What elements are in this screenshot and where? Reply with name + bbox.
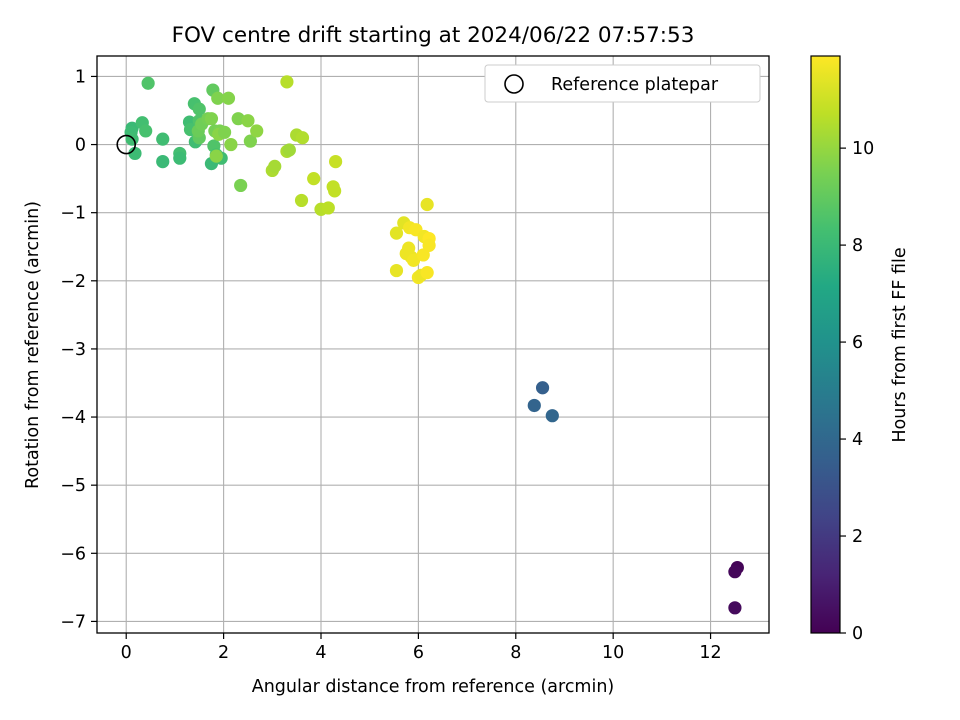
legend-marker-icon <box>504 74 524 94</box>
data-point <box>416 248 430 262</box>
x-tick-label: 2 <box>218 643 229 663</box>
data-point <box>329 154 343 169</box>
x-tick-label: 0 <box>121 643 132 663</box>
colorbar-tick-label: 2 <box>852 527 863 547</box>
y-tick-label: 1 <box>75 67 86 87</box>
x-axis-ticks: 0 2 4 6 8 10 12 <box>121 633 722 663</box>
colorbar-tick-label: 6 <box>852 333 863 353</box>
data-point <box>243 134 257 148</box>
grid-lines <box>97 56 769 633</box>
colorbar: 0 2 4 6 8 10 Hours from first FF file <box>810 55 910 644</box>
legend: Reference platepar <box>484 64 761 103</box>
data-point <box>307 172 321 186</box>
y-tick-label: 0 <box>75 136 86 156</box>
y-tick-label: −5 <box>60 476 86 496</box>
data-point <box>217 125 232 139</box>
colorbar-tick-label: 10 <box>852 139 874 159</box>
data-point <box>295 131 310 145</box>
data-point <box>420 266 434 280</box>
data-point <box>294 193 309 208</box>
data-point <box>173 151 187 165</box>
x-tick-label: 12 <box>699 643 721 663</box>
legend-box <box>484 64 761 103</box>
colorbar-tick-label: 0 <box>852 624 863 644</box>
y-tick-label: −6 <box>60 544 86 564</box>
data-point <box>527 398 541 413</box>
y-tick-label: −3 <box>60 340 86 360</box>
y-tick-label: −1 <box>60 204 86 224</box>
data-point <box>211 91 225 105</box>
plot-frame <box>96 55 770 634</box>
data-point <box>420 197 434 212</box>
data-point <box>535 381 550 395</box>
x-tick-label: 4 <box>315 643 326 663</box>
y-tick-label: −7 <box>60 612 86 632</box>
data-point <box>545 409 559 423</box>
data-points <box>124 75 744 615</box>
data-point <box>389 263 404 278</box>
y-tick-label: −2 <box>60 272 86 292</box>
data-point <box>282 143 296 157</box>
x-tick-label: 10 <box>602 643 624 663</box>
data-point <box>139 124 153 138</box>
y-tick-label: −4 <box>60 408 86 428</box>
chart-title: FOV centre drift starting at 2024/06/22 … <box>172 23 695 48</box>
data-point <box>321 201 335 215</box>
data-point <box>328 184 342 198</box>
data-point <box>389 226 404 240</box>
legend-label: Reference platepar <box>551 75 719 95</box>
data-point <box>128 146 142 161</box>
data-point <box>234 178 248 193</box>
data-point <box>250 124 264 138</box>
data-point <box>268 159 282 173</box>
data-point <box>156 132 170 146</box>
data-point <box>406 253 421 267</box>
data-point <box>728 565 742 579</box>
y-axis-label: Rotation from reference (arcmin) <box>23 201 43 489</box>
data-point <box>156 154 170 169</box>
colorbar-label: Hours from first FF file <box>890 247 910 442</box>
colorbar-ticks: 0 2 4 6 8 10 <box>840 139 874 644</box>
data-point <box>141 76 155 90</box>
reference-platepar-marker <box>116 134 137 155</box>
data-point <box>728 601 742 615</box>
x-tick-label: 8 <box>510 643 521 663</box>
data-point <box>204 112 219 126</box>
data-point <box>280 75 294 89</box>
data-point <box>422 238 436 252</box>
x-tick-label: 6 <box>413 643 424 663</box>
colorbar-gradient <box>810 55 841 634</box>
data-point <box>241 114 255 128</box>
data-point <box>209 149 223 163</box>
colorbar-tick-label: 4 <box>852 430 863 450</box>
data-point <box>224 137 238 152</box>
y-axis-ticks: 1 0 −1 −2 −3 −4 −5 −6 −7 <box>60 67 97 632</box>
data-point <box>192 102 206 116</box>
colorbar-tick-label: 8 <box>852 236 863 256</box>
x-axis-label: Angular distance from reference (arcmin) <box>252 677 615 697</box>
data-point <box>125 132 139 146</box>
data-point <box>221 91 236 105</box>
